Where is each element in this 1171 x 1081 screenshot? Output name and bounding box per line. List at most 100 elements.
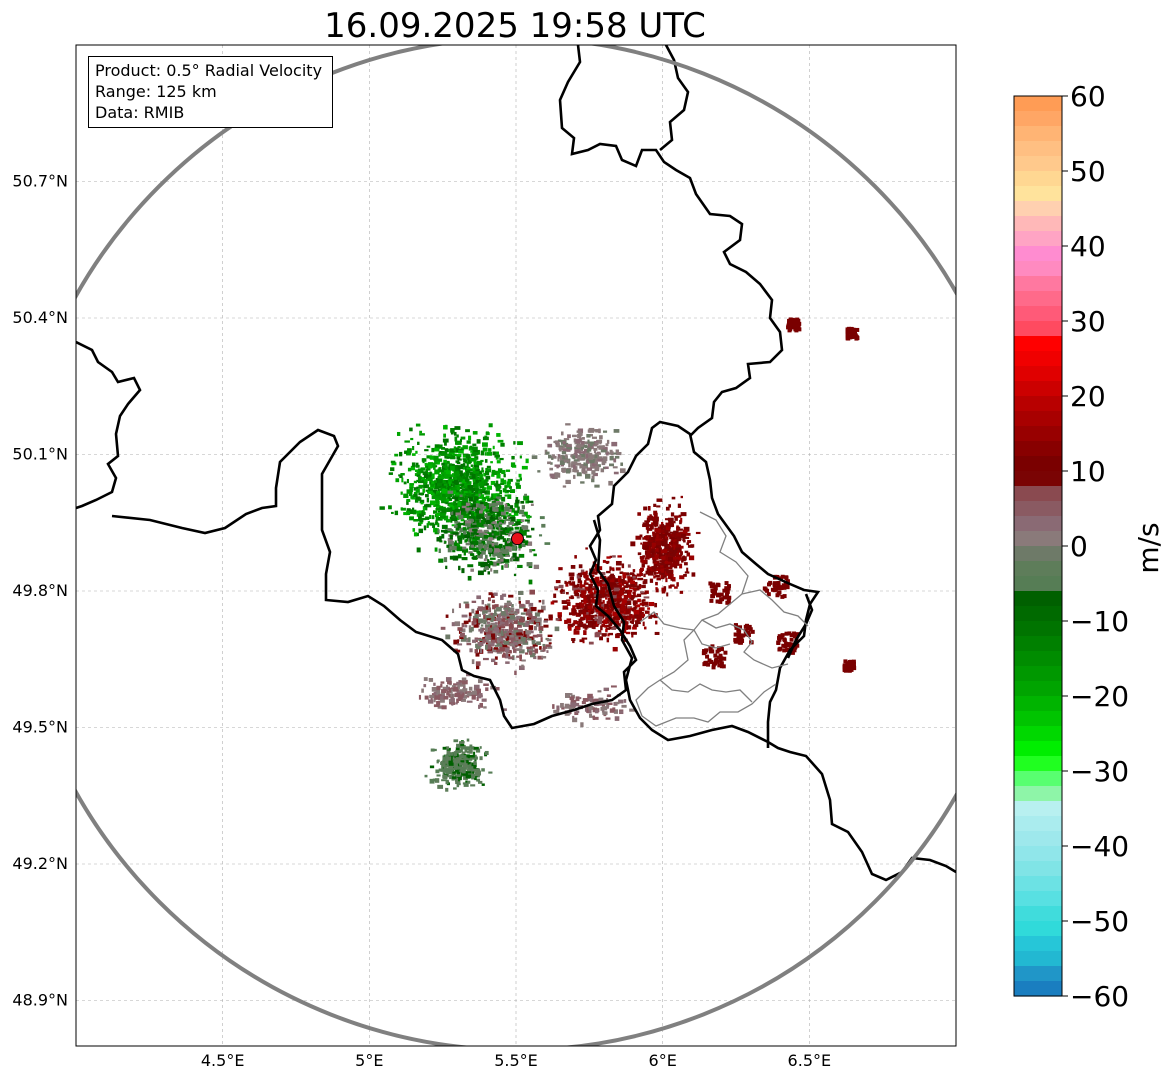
echo-pixel (762, 586, 767, 591)
echo-pixel (453, 639, 460, 645)
echo-pixel (606, 570, 611, 574)
echo-pixel (528, 602, 534, 607)
echo-pixel (442, 757, 448, 762)
echo-pixel (477, 496, 483, 499)
echo-pixel (454, 520, 458, 523)
echo-pixel (616, 632, 623, 637)
echo-pixel (573, 702, 580, 707)
echo-pixel (466, 673, 471, 677)
echo-pixel (610, 607, 615, 611)
echo-pixel (474, 456, 479, 460)
echo-pixel (446, 455, 452, 459)
echo-pixel (652, 531, 656, 537)
echo-pixel (517, 441, 523, 446)
echo-pixel (578, 586, 581, 592)
echo-pixel (491, 530, 496, 534)
echo-pixel (446, 690, 449, 696)
echo-pixel (409, 483, 414, 488)
echo-pixel (600, 625, 603, 631)
echo-pixel (632, 592, 636, 595)
echo-pixel (640, 542, 643, 545)
echo-pixel (509, 489, 515, 494)
echo-pixel (464, 754, 470, 760)
echo-pixel (780, 594, 785, 599)
echo-pixel (660, 573, 663, 579)
echo-pixel (602, 581, 606, 585)
echo-pixel (534, 612, 540, 617)
echo-pixel (536, 617, 542, 622)
echo-pixel (416, 513, 421, 517)
echo-pixel (564, 711, 570, 716)
echo-pixel (688, 555, 695, 561)
echo-pixel (481, 768, 485, 772)
echo-pixel (665, 522, 671, 527)
echo-pixel (626, 625, 632, 630)
echo-pixel (513, 634, 517, 637)
echo-pixel (476, 439, 481, 444)
echo-pixel (480, 638, 486, 644)
echo-pixel (613, 587, 620, 591)
echo-pixel (465, 508, 469, 513)
echo-pixel (581, 637, 588, 640)
echo-pixel (466, 462, 469, 468)
echo-pixel (577, 623, 583, 628)
echo-pixel (504, 607, 508, 610)
echo-pixel (478, 490, 481, 494)
echo-pixel (459, 528, 463, 533)
echo-pixel (451, 703, 454, 706)
echo-pixel (438, 768, 445, 772)
echo-pixel (609, 463, 615, 467)
echo-pixel (509, 621, 516, 624)
echo-pixel (670, 519, 674, 523)
echo-pixel (679, 563, 683, 569)
echo-pixel (593, 462, 598, 467)
echo-pixel (518, 473, 522, 478)
echo-pixel (673, 540, 677, 545)
echo-pixel (431, 447, 435, 453)
echo-pixel (509, 628, 512, 633)
echo-pixel (625, 584, 632, 588)
echo-pixel (459, 506, 463, 511)
echo-pixel (468, 551, 473, 554)
echo-pixel (490, 557, 496, 560)
echo-pixel (472, 621, 477, 625)
echo-pixel (616, 451, 622, 456)
echo-pixel (459, 680, 466, 683)
echo-pixel (427, 521, 430, 526)
echo-pixel (461, 614, 468, 618)
echo-pixel (530, 606, 537, 612)
echo-pixel (532, 617, 537, 622)
echo-pixel (611, 582, 617, 586)
echo-pixel (519, 644, 523, 648)
echo-pixel (415, 450, 418, 454)
echo-pixel (464, 477, 469, 482)
echo-pixel (441, 488, 448, 494)
echo-pixel (445, 466, 451, 470)
echo-pixel (601, 623, 604, 628)
echo-pixel (493, 531, 500, 536)
echo-pixel (567, 623, 574, 628)
echo-pixel (599, 590, 605, 595)
echo-pixel (505, 539, 509, 544)
echo-pixel (450, 519, 453, 523)
echo-pixel (519, 477, 522, 481)
echo-pixel (498, 521, 502, 525)
echo-pixel (472, 524, 479, 528)
echo-pixel (642, 524, 647, 528)
echo-pixel (493, 562, 498, 566)
echo-pixel (618, 699, 624, 704)
echo-pixel (429, 514, 432, 519)
echo-pixel (680, 512, 687, 517)
echo-pixel (578, 697, 582, 700)
echo-pixel (552, 454, 555, 457)
echo-pixel (671, 537, 675, 540)
echo-pixel (484, 543, 490, 548)
echo-pixel (591, 574, 595, 578)
echo-pixel (468, 496, 473, 502)
echo-pixel (414, 473, 417, 477)
echo-pixel (635, 604, 641, 608)
echo-pixel (451, 622, 455, 627)
echo-pixel (610, 585, 613, 591)
echo-pixel (532, 549, 536, 552)
echo-pixel (599, 439, 602, 445)
